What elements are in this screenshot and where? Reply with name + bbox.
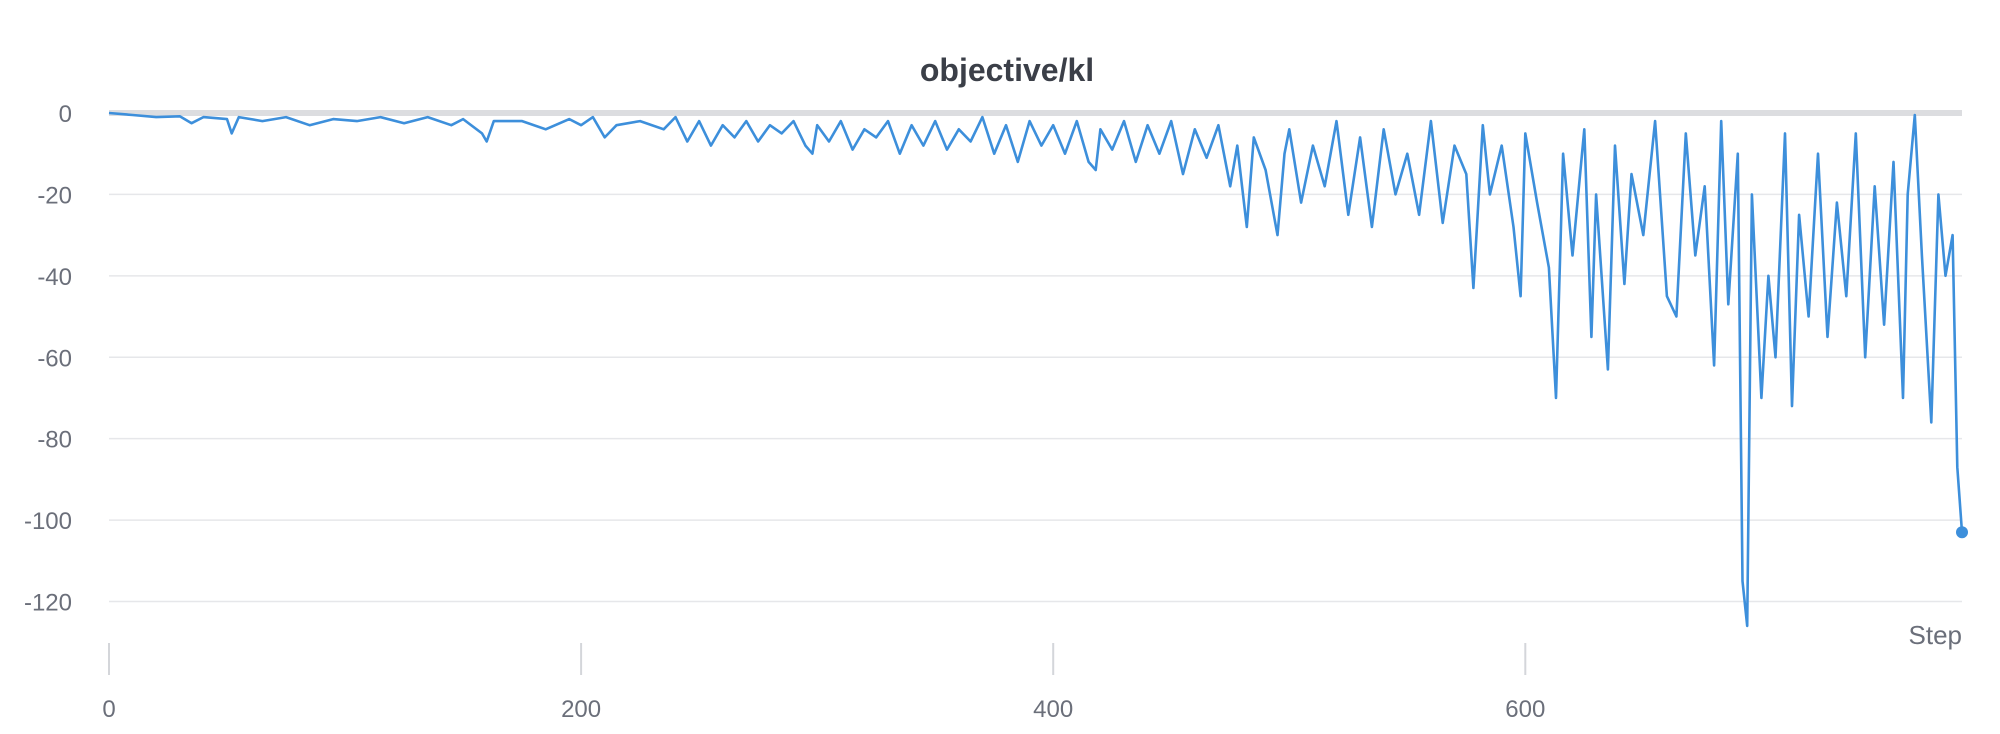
y-tick-label: 0 bbox=[59, 101, 72, 128]
y-axis: 0 -20 -40 -60 -80 -100 -120 bbox=[24, 101, 72, 617]
y-tick-label: -100 bbox=[24, 508, 72, 535]
y-tick-label: -20 bbox=[37, 182, 72, 209]
series-line bbox=[108, 111, 1964, 628]
y-tick-label: -40 bbox=[37, 264, 72, 291]
y-tick-label: -80 bbox=[37, 427, 72, 454]
x-tick-label: 400 bbox=[1033, 696, 1073, 723]
grid-layer bbox=[109, 110, 1962, 603]
x-axis: 0 200 400 600 bbox=[102, 643, 1545, 723]
chart-title: objective/kl bbox=[920, 52, 1094, 88]
y-tick-label: -120 bbox=[24, 590, 72, 617]
x-tick-label: 0 bbox=[102, 696, 115, 723]
x-tick-label: 600 bbox=[1505, 696, 1545, 723]
last-value-point[interactable] bbox=[1956, 526, 1968, 539]
x-axis-title: Step bbox=[1909, 620, 1963, 650]
series-layer bbox=[108, 111, 1968, 628]
x-tick-label: 200 bbox=[561, 696, 601, 723]
y-tick-label: -60 bbox=[37, 345, 72, 372]
